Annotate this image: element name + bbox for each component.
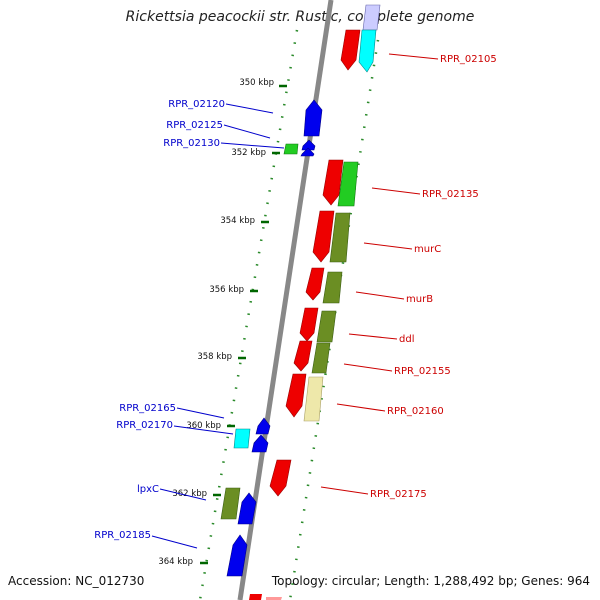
leader-line <box>343 363 393 372</box>
cog-feature <box>316 310 337 343</box>
gene-RPR_02130[interactable] <box>283 143 299 155</box>
cog-feature <box>358 29 377 73</box>
genome-backbone <box>237 0 334 600</box>
gene-label-RPR_02105[interactable]: RPR_02105 <box>440 54 497 65</box>
gene-RPR_02165[interactable] <box>255 417 271 435</box>
gene-RPR_02160[interactable] <box>285 373 307 418</box>
gene-RPR_02185[interactable] <box>226 534 248 577</box>
leader-line <box>223 124 271 139</box>
leader-line <box>355 291 405 300</box>
leader-line <box>363 242 413 250</box>
cog-feature <box>337 161 359 207</box>
forward-cds-features <box>249 29 361 600</box>
gene-RPR_02135[interactable] <box>322 159 344 206</box>
gene-ddl[interactable] <box>299 307 319 342</box>
gene-RPR_02165b[interactable] <box>251 434 269 453</box>
leader-line <box>173 425 234 435</box>
gene-label-lpxC[interactable]: lpxC <box>137 484 159 495</box>
genome-stats-text: Topology: circular; Length: 1,288,492 bp… <box>271 574 590 588</box>
gene-RPR_02175[interactable] <box>269 459 292 497</box>
leader-line <box>371 187 421 195</box>
gene-RPR_02120[interactable] <box>303 99 323 137</box>
gene-RPR_02125b[interactable] <box>300 147 315 157</box>
leader-line <box>336 403 386 412</box>
gene-label-murC[interactable]: murC <box>414 244 441 255</box>
cog-feature <box>303 376 324 422</box>
gene-murB[interactable] <box>305 267 325 301</box>
gene-lpxC-cog <box>220 487 241 520</box>
reverse-cds-features <box>220 99 323 577</box>
leader-line <box>151 535 198 549</box>
scale-label: 356 kbp <box>209 285 244 295</box>
gene-label-RPR_02170[interactable]: RPR_02170 <box>116 420 173 431</box>
cog-feature <box>362 4 381 31</box>
gene-label-RPR_02160[interactable]: RPR_02160 <box>387 406 444 417</box>
leader-line <box>220 142 285 149</box>
gene-label-RPR_02125[interactable]: RPR_02125 <box>166 120 223 131</box>
gene-label-RPR_02120[interactable]: RPR_02120 <box>168 99 225 110</box>
cog-features <box>266 4 381 600</box>
gene-label-RPR_02175[interactable]: RPR_02175 <box>370 489 427 500</box>
gene-RPR_02125[interactable] <box>301 139 316 151</box>
gene-label-RPR_02185[interactable]: RPR_02185 <box>94 530 151 541</box>
scale-label: 352 kbp <box>231 148 266 158</box>
leader-line <box>320 486 369 495</box>
gene-RPR_02105[interactable] <box>340 29 361 71</box>
cog-feature <box>266 597 282 600</box>
scale-label: 358 kbp <box>197 352 232 362</box>
accession-text: Accession: NC_012730 <box>8 574 145 588</box>
scale-ticks <box>200 84 287 565</box>
leader-line <box>159 488 207 501</box>
gene-partial[interactable] <box>249 594 262 600</box>
leader-line <box>225 103 274 114</box>
right-leader-lines <box>320 53 439 495</box>
leader-line <box>348 333 398 340</box>
cog-feature <box>311 342 331 374</box>
gene-label-RPR_02130[interactable]: RPR_02130 <box>163 138 220 149</box>
left-leader-lines <box>151 103 285 549</box>
scale-label: 354 kbp <box>220 216 255 226</box>
scale-label: 350 kbp <box>239 78 274 88</box>
gene-RPR_02170[interactable] <box>233 428 251 449</box>
gene-label-RPR_02165[interactable]: RPR_02165 <box>119 403 176 414</box>
leader-line <box>388 53 439 60</box>
cog-feature <box>322 271 343 304</box>
map-title: Rickettsia peacockii str. Rustic, comple… <box>125 9 475 25</box>
gene-label-murB[interactable]: murB <box>406 294 433 305</box>
scale-label: 362 kbp <box>172 489 207 499</box>
gene-lpxC[interactable] <box>237 492 257 525</box>
scale-label: 364 kbp <box>158 557 193 567</box>
gene-label-RPR_02155[interactable]: RPR_02155 <box>394 366 451 377</box>
gene-label-ddl[interactable]: ddl <box>399 334 414 345</box>
cog-feature <box>329 212 351 263</box>
gene-label-RPR_02135[interactable]: RPR_02135 <box>422 189 479 200</box>
leader-line <box>176 407 225 419</box>
scale-label: 360 kbp <box>186 421 221 431</box>
gene-RPR_02155[interactable] <box>293 340 313 372</box>
gene-murC[interactable] <box>312 210 335 263</box>
